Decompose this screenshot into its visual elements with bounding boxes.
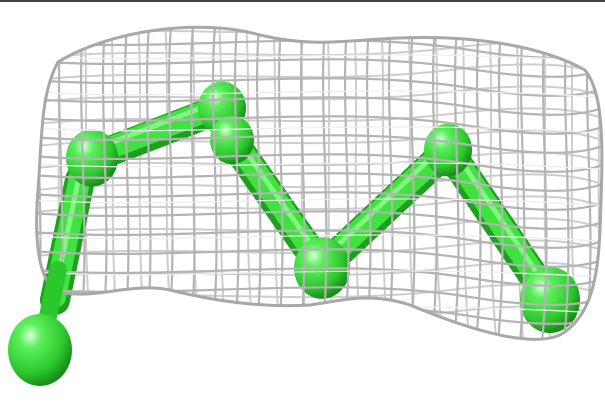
ligand-bond — [437, 136, 561, 308]
ligand-terminal-atom-outside — [8, 261, 72, 386]
mesh-line-horizontal-front — [36, 95, 602, 116]
mesh-line-vertical-back — [353, 27, 363, 340]
mesh-line-highlight — [36, 306, 601, 314]
mesh-line-highlight — [36, 54, 601, 62]
mesh-line-vertical-front — [98, 27, 108, 340]
mesh-line-horizontal-front — [36, 228, 602, 249]
mesh-line-horizontal-front — [36, 247, 602, 268]
mesh-line-horizontal-front — [36, 190, 602, 211]
ligand-bond — [311, 136, 459, 276]
mesh-line-vertical-front — [450, 27, 460, 340]
mesh-line-vertical-back — [36, 27, 39, 340]
mesh-line-vertical-front — [208, 27, 218, 340]
mesh-line-highlight — [36, 198, 601, 206]
mesh-line-horizontal-back — [36, 151, 602, 171]
mesh-line-vertical-front — [142, 27, 152, 340]
mesh-line-vertical-front — [362, 27, 372, 340]
mesh-line-highlight — [36, 162, 601, 170]
ligand-atom — [424, 123, 472, 177]
mesh-line-horizontal-front — [36, 76, 602, 97]
mesh-line-highlight — [36, 234, 601, 242]
ligand-atom-terminal — [8, 314, 72, 386]
density-mesh-back — [36, 27, 602, 340]
mesh-line-horizontal-back — [36, 27, 602, 39]
viewport-top-border — [0, 0, 605, 2]
ligand-molecule — [40, 81, 580, 333]
mesh-line-horizontal-front — [36, 57, 602, 78]
mesh-line-horizontal-front — [36, 266, 602, 287]
mesh-line-horizontal-front — [36, 133, 602, 154]
ligand-atom — [520, 267, 580, 333]
mesh-line-vertical-front — [120, 27, 130, 340]
mesh-line-highlight — [36, 90, 601, 98]
mesh-line-horizontal-front — [36, 171, 602, 192]
mesh-line-highlight — [36, 126, 601, 134]
mesh-line-horizontal-front — [36, 38, 602, 59]
mesh-line-vertical-front — [472, 27, 482, 340]
mesh-line-vertical-front — [428, 27, 438, 340]
mesh-line-horizontal-front — [36, 152, 602, 173]
mesh-line-horizontal-front — [36, 114, 602, 135]
mesh-line-horizontal-front — [36, 323, 602, 340]
mesh-line-highlight — [36, 270, 601, 278]
ligand-atom — [210, 115, 254, 165]
mesh-line-vertical-front — [230, 27, 240, 340]
mesh-line-horizontal-front — [36, 209, 602, 230]
